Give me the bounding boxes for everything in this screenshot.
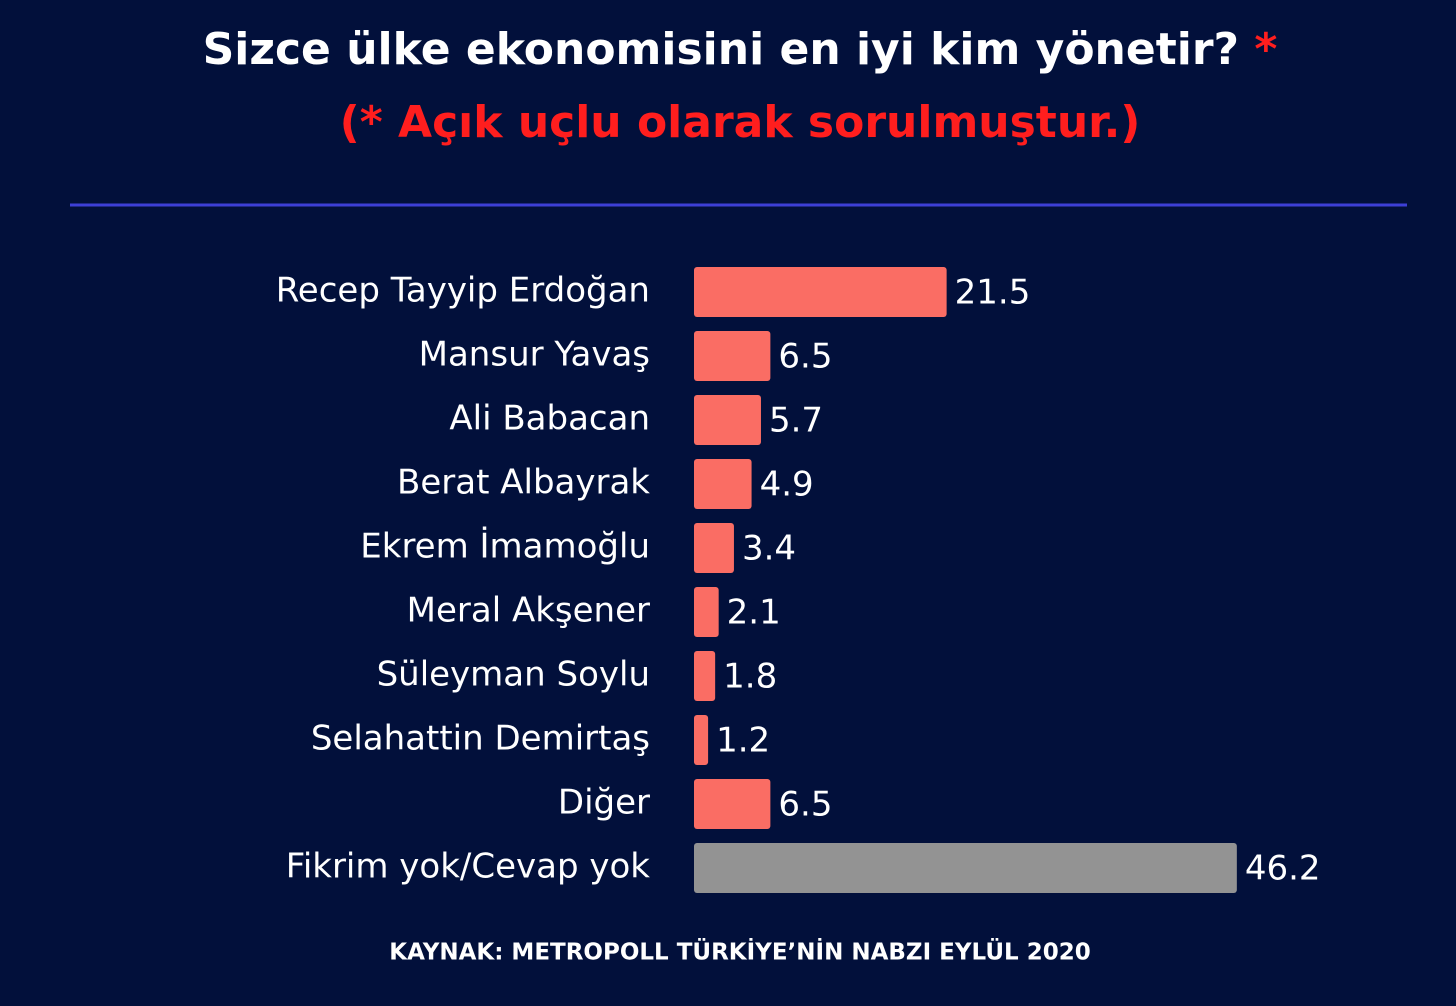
category-label: Süleyman Soylu — [377, 655, 650, 695]
category-label: Recep Tayyip Erdoğan — [276, 271, 650, 311]
value-label: 4.9 — [760, 465, 814, 505]
bar — [694, 651, 716, 701]
bar — [694, 459, 752, 509]
category-label: Selahattin Demirtaş — [311, 719, 650, 759]
bar — [694, 331, 771, 381]
chart-title: Sizce ülke ekonomisini en iyi kim yöneti… — [203, 24, 1239, 75]
title-mark: * — [1254, 24, 1277, 75]
category-label: Mansur Yavaş — [419, 335, 650, 375]
chart-title-line: Sizce ülke ekonomisini en iyi kim yöneti… — [203, 24, 1278, 75]
value-label: 6.5 — [778, 785, 832, 825]
value-label: 6.5 — [778, 337, 832, 377]
bar — [694, 715, 709, 765]
bar — [694, 587, 719, 637]
value-label: 5.7 — [769, 401, 823, 441]
bar — [694, 523, 734, 573]
value-label: 3.4 — [742, 529, 796, 569]
value-label: 1.8 — [723, 657, 777, 697]
value-label: 1.2 — [716, 721, 770, 761]
category-label: Diğer — [558, 783, 650, 823]
bar — [694, 395, 761, 445]
bar — [694, 267, 947, 317]
source: KAYNAK: METROPOLL TÜRKİYE’NİN NABZI EYLÜ… — [389, 938, 1090, 966]
category-label: Ekrem İmamoğlu — [360, 527, 650, 567]
bar — [694, 779, 771, 829]
value-label: 46.2 — [1245, 849, 1321, 889]
category-label: Fikrim yok/Cevap yok — [286, 847, 651, 887]
chart-subtitle: (* Açık uçlu olarak sorulmuştur.) — [340, 97, 1141, 148]
category-label: Ali Babacan — [449, 399, 650, 439]
value-label: 2.1 — [727, 593, 781, 633]
category-label: Meral Akşener — [407, 591, 650, 631]
value-label: 21.5 — [955, 273, 1031, 313]
bar — [694, 843, 1237, 893]
category-label: Berat Albayrak — [397, 463, 650, 503]
